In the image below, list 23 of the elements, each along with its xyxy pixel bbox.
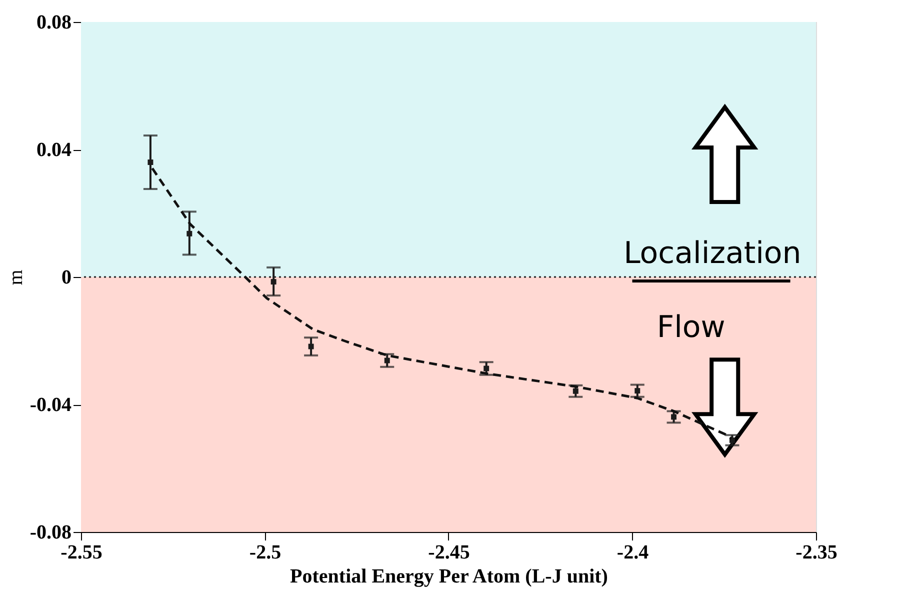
y-tick-label: 0.04 bbox=[36, 139, 72, 161]
x-tick-label: -2.4 bbox=[616, 542, 649, 564]
point bbox=[384, 358, 390, 364]
annotation: Flow bbox=[656, 310, 726, 345]
point bbox=[148, 160, 154, 165]
point bbox=[484, 366, 490, 372]
y-tick-label: 0.08 bbox=[36, 12, 72, 34]
y-axis-title: m bbox=[4, 269, 27, 286]
y-tick-label: -0.08 bbox=[30, 522, 72, 544]
point bbox=[572, 388, 578, 394]
x-tick-label: -2.55 bbox=[60, 542, 102, 564]
x-tick-label: -2.35 bbox=[796, 542, 838, 564]
x-axis-title: Potential Energy Per Atom (L-J unit) bbox=[290, 566, 608, 588]
point bbox=[308, 344, 314, 350]
y-tick-label: -0.04 bbox=[30, 394, 72, 416]
x-tick-label: -2.45 bbox=[428, 542, 470, 564]
annotation: Localization bbox=[624, 236, 802, 272]
y-tick-label: 0 bbox=[62, 266, 72, 288]
point bbox=[634, 388, 640, 394]
point bbox=[270, 279, 276, 285]
x-tick-label: -2.5 bbox=[249, 542, 282, 564]
point bbox=[186, 230, 192, 236]
point bbox=[671, 414, 677, 420]
